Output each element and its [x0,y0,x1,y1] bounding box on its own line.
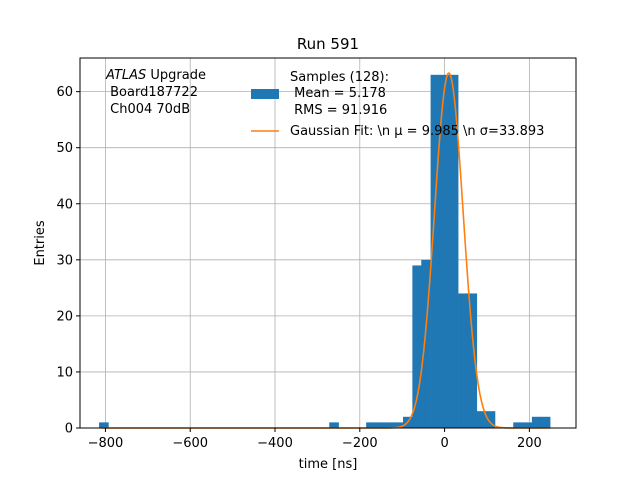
y-tick-label: 20 [56,309,73,324]
y-tick-label: 60 [56,85,73,100]
annotation-channel: Ch004 70dB [106,102,190,117]
annotation-rest: Upgrade [146,68,206,83]
legend-samples-title: Samples (128): [290,70,389,85]
y-tick-label: 40 [56,197,73,212]
y-tick-label: 30 [56,253,73,268]
x-tick-label: 200 [517,436,542,451]
plot-area [80,58,576,428]
histogram-bar [99,422,109,428]
legend-fit-label: Gaussian Fit: \n μ = 9.985 \n σ=33.893 [290,124,544,139]
histogram-bar [448,74,459,429]
x-tick-label: 0 [440,436,448,451]
x-tick-label: −800 [88,436,124,451]
annotation-italic: ATLAS [105,68,146,83]
x-axis-ticks: −800 −600 −400 −200 0 200 [88,428,542,451]
histogram-bar [384,422,395,428]
legend-samples-rms: RMS = 91.916 [290,103,387,118]
y-axis-label: Entries [33,220,48,266]
legend-swatch-samples [251,89,279,99]
annotation-board: Board187722 [106,85,198,100]
histogram-bar [476,411,486,428]
chart-title: Run 591 [297,35,359,53]
histogram-bar [513,422,523,428]
histogram-bar [366,422,376,428]
histogram-bar [393,422,404,428]
histogram-bars [99,74,551,429]
y-tick-label: 50 [56,141,73,156]
histogram-bar [522,422,533,428]
histogram-bar [531,416,542,428]
y-tick-label: 10 [56,365,73,380]
histogram-bar [430,74,441,429]
atlas-annotation: ATLAS Upgrade Board187722 Ch004 70dB [105,68,206,117]
svg-text:ATLAS Upgrade: ATLAS Upgrade [105,68,206,83]
histogram-bar [439,74,450,429]
histogram-bar [540,416,551,428]
x-tick-label: −200 [342,436,378,451]
x-tick-label: −600 [172,436,208,451]
histogram-bar [329,422,339,428]
x-tick-label: −400 [257,436,293,451]
histogram-bar [375,422,386,428]
histogram-bar [421,259,431,428]
legend-samples-mean: Mean = 5.178 [290,86,386,101]
histogram-bar [458,293,468,428]
histogram-bar [412,265,422,428]
plot-frame [79,57,577,429]
histogram-bar [467,293,478,428]
histogram-bar [485,411,496,428]
y-axis-ticks: 0 10 20 30 40 50 60 [56,85,80,437]
legend: Samples (128): Mean = 5.178 RMS = 91.916… [251,70,544,139]
y-tick-label: 0 [65,422,73,437]
x-axis-label: time [ns] [299,457,358,472]
